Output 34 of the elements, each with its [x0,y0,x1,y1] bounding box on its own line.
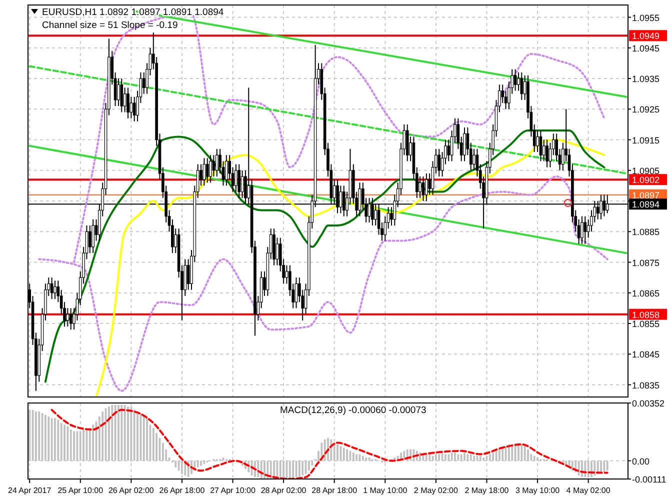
ref-line-label: 1.0858 [632,310,660,320]
y-tick-label: 1.0835 [632,380,660,390]
x-tick-label: 4 May 02:00 [566,486,611,495]
x-tick-label: 3 May 10:00 [516,486,560,495]
y-tick-label: 1.0925 [632,104,660,115]
ref-line-label: 1.0897 [632,190,660,200]
y-tick-label: 1.0865 [632,288,660,298]
x-tick-label: 25 Apr 10:00 [58,486,104,495]
y-tick-label: 0.00 [632,456,650,466]
y-tick-label: 0.00352 [632,398,665,408]
y-tick-label: 1.0875 [632,258,660,268]
text: Channel size = 51 Slope = -0.19 [42,20,178,31]
y-tick-label: 1.0945 [632,43,660,54]
x-tick-label: 27 Apr 10:00 [210,486,256,495]
x-tick-label: 2 May 18:00 [464,486,510,495]
y-tick-label: -0.00111 [632,474,666,484]
y-tick-label: 1.0855 [632,319,660,329]
y-tick-label: 1.0905 [632,166,660,176]
x-tick-label: 28 Apr 02:00 [260,486,307,495]
x-tick-label: 26 Apr 18:00 [159,486,206,495]
x-tick-label: 2 May 02:00 [414,486,458,495]
chart-title: MACD(12,26,9) -0.00060 -0.00073 [280,405,426,416]
y-tick-label: 1.0845 [632,350,660,360]
ref-line-label: 1.0902 [632,175,660,186]
x-tick-label: 28 Apr 18:00 [312,486,358,495]
y-tick-label: 1.0935 [632,74,660,84]
y-tick-label: 1.0955 [632,12,660,23]
ref-line-label: 1.0894 [632,200,660,210]
y-tick-label: 1.0885 [632,227,660,238]
x-tick-label: 1 May 10:00 [363,486,408,495]
x-tick-label: 26 Apr 02:00 [108,486,154,495]
x-tick-label: 24 Apr 2017 [8,486,52,495]
ref-line-label: 1.0949 [632,31,660,42]
y-tick-label: 1.0915 [632,135,660,146]
